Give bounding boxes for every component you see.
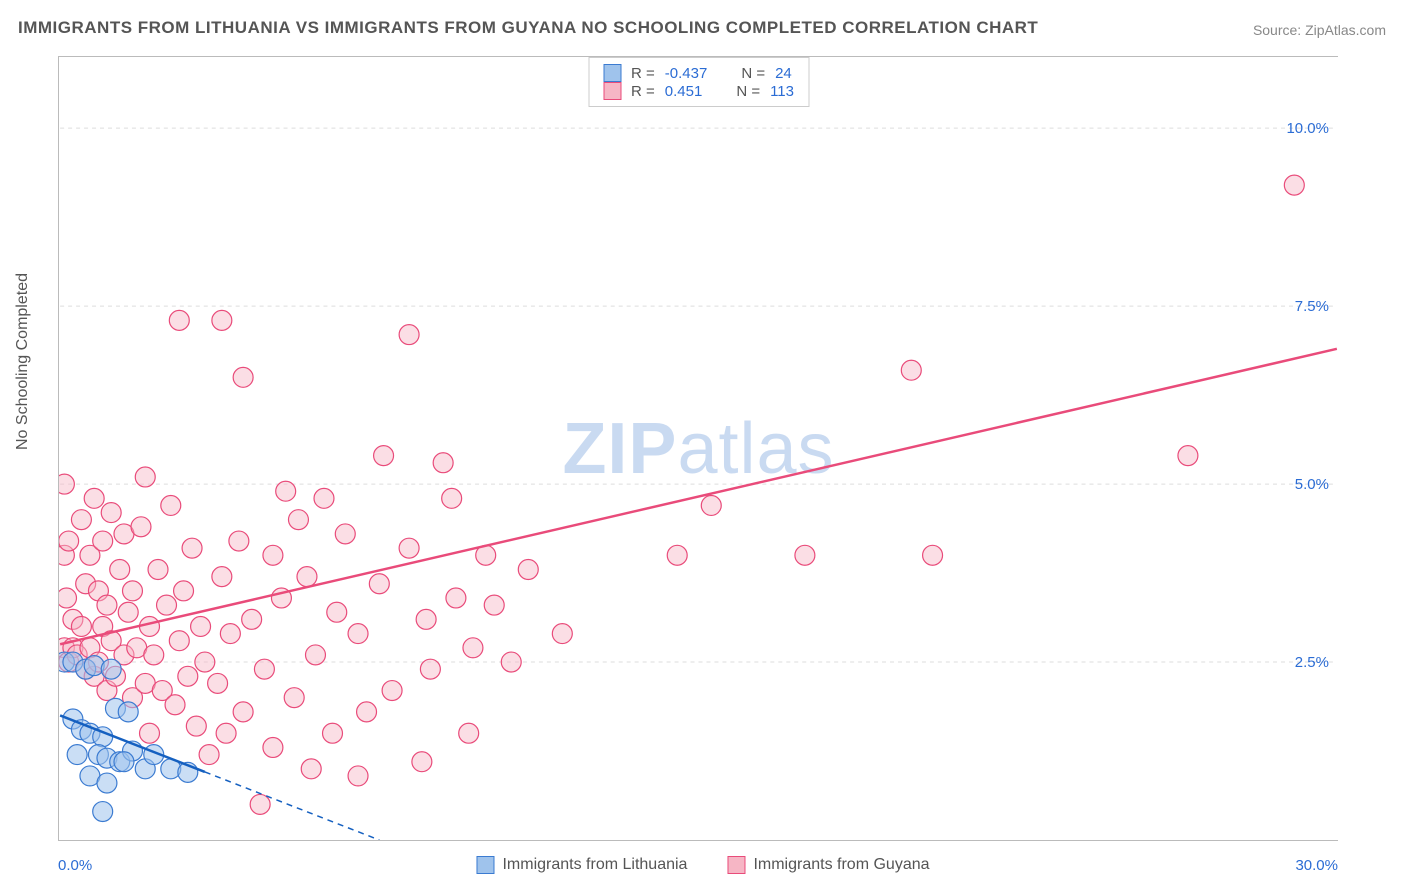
r-value-0: -0.437 [665, 65, 708, 82]
watermark-bold: ZIP [562, 409, 677, 489]
svg-text:10.0%: 10.0% [1286, 120, 1328, 137]
legend-item-lithuania: Immigrants from Lithuania [476, 856, 687, 874]
n-value-1: 113 [770, 83, 794, 100]
svg-text:7.5%: 7.5% [1295, 298, 1329, 315]
n-label-0: N = [741, 65, 765, 82]
swatch-guyana [603, 82, 621, 100]
r-label-1: R = [631, 83, 655, 100]
watermark: ZIPatlas [562, 408, 834, 490]
chart-svg: 2.5% 5.0% 7.5% 10.0% [59, 57, 1338, 840]
legend-item-guyana: Immigrants from Guyana [727, 856, 929, 874]
legend-label-guyana: Immigrants from Guyana [753, 856, 929, 874]
r-value-1: 0.451 [665, 83, 703, 100]
x-axis-max-label: 30.0% [1295, 857, 1338, 874]
legend-stats-row-0: R = -0.437 N = 24 [603, 64, 794, 82]
swatch-lithuania-bottom [476, 856, 494, 874]
legend-label-lithuania: Immigrants from Lithuania [502, 856, 687, 874]
plot-area: ZIPatlas R = -0.437 N = 24 R = 0.451 N =… [58, 56, 1338, 841]
n-value-0: 24 [775, 65, 792, 82]
x-axis-min-label: 0.0% [58, 857, 92, 874]
watermark-light: atlas [677, 409, 834, 489]
n-label-1: N = [736, 83, 760, 100]
legend-stats: R = -0.437 N = 24 R = 0.451 N = 113 [588, 57, 809, 107]
legend-series: Immigrants from Lithuania Immigrants fro… [476, 856, 929, 874]
swatch-lithuania [603, 64, 621, 82]
svg-text:5.0%: 5.0% [1295, 476, 1329, 493]
r-label-0: R = [631, 65, 655, 82]
y-axis-label: No Schooling Completed [14, 273, 32, 450]
chart-title: IMMIGRANTS FROM LITHUANIA VS IMMIGRANTS … [18, 18, 1038, 38]
swatch-guyana-bottom [727, 856, 745, 874]
svg-text:2.5%: 2.5% [1295, 654, 1329, 671]
legend-stats-row-1: R = 0.451 N = 113 [603, 82, 794, 100]
source-label: Source: ZipAtlas.com [1253, 22, 1386, 38]
